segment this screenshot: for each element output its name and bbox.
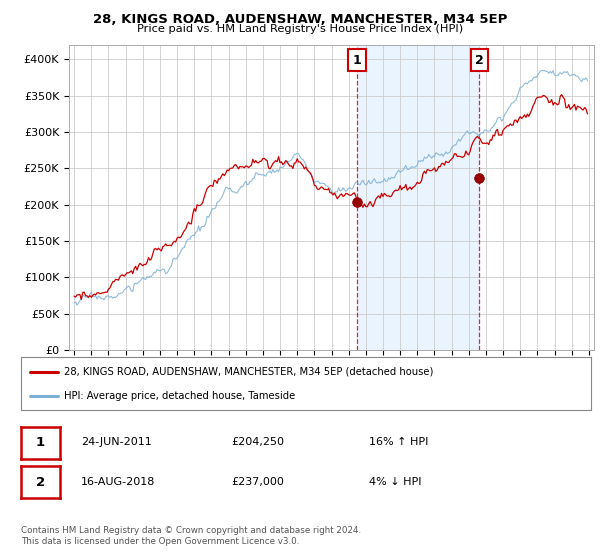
Text: HPI: Average price, detached house, Tameside: HPI: Average price, detached house, Tame…	[64, 391, 295, 401]
Text: 28, KINGS ROAD, AUDENSHAW, MANCHESTER, M34 5EP: 28, KINGS ROAD, AUDENSHAW, MANCHESTER, M…	[93, 13, 507, 26]
Text: 28, KINGS ROAD, AUDENSHAW, MANCHESTER, M34 5EP (detached house): 28, KINGS ROAD, AUDENSHAW, MANCHESTER, M…	[64, 367, 433, 377]
Text: 2: 2	[36, 475, 45, 489]
Text: 1: 1	[36, 436, 45, 450]
Text: Contains HM Land Registry data © Crown copyright and database right 2024.
This d: Contains HM Land Registry data © Crown c…	[21, 526, 361, 546]
Text: Price paid vs. HM Land Registry's House Price Index (HPI): Price paid vs. HM Land Registry's House …	[137, 24, 463, 34]
Text: £237,000: £237,000	[231, 477, 284, 487]
Text: 4% ↓ HPI: 4% ↓ HPI	[369, 477, 421, 487]
Text: 16-AUG-2018: 16-AUG-2018	[81, 477, 155, 487]
Bar	[357, 45, 479, 350]
Text: £204,250: £204,250	[231, 437, 284, 447]
Text: 2: 2	[475, 54, 484, 67]
Text: 16% ↑ HPI: 16% ↑ HPI	[369, 437, 428, 447]
Text: 24-JUN-2011: 24-JUN-2011	[81, 437, 152, 447]
Text: 1: 1	[353, 54, 361, 67]
